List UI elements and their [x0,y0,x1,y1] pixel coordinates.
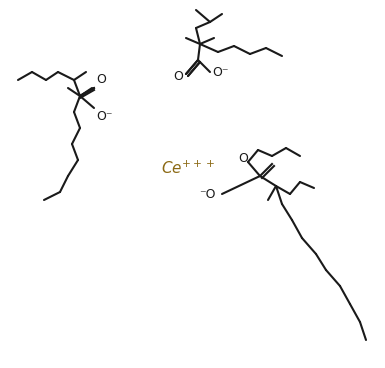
Text: Ce$^{+++}$: Ce$^{+++}$ [161,159,215,177]
Text: ⁻O: ⁻O [199,188,216,201]
Text: O: O [96,73,106,86]
Text: O: O [238,152,248,164]
Text: O⁻: O⁻ [96,110,112,123]
Text: O: O [173,70,183,82]
Text: O⁻: O⁻ [212,66,229,78]
